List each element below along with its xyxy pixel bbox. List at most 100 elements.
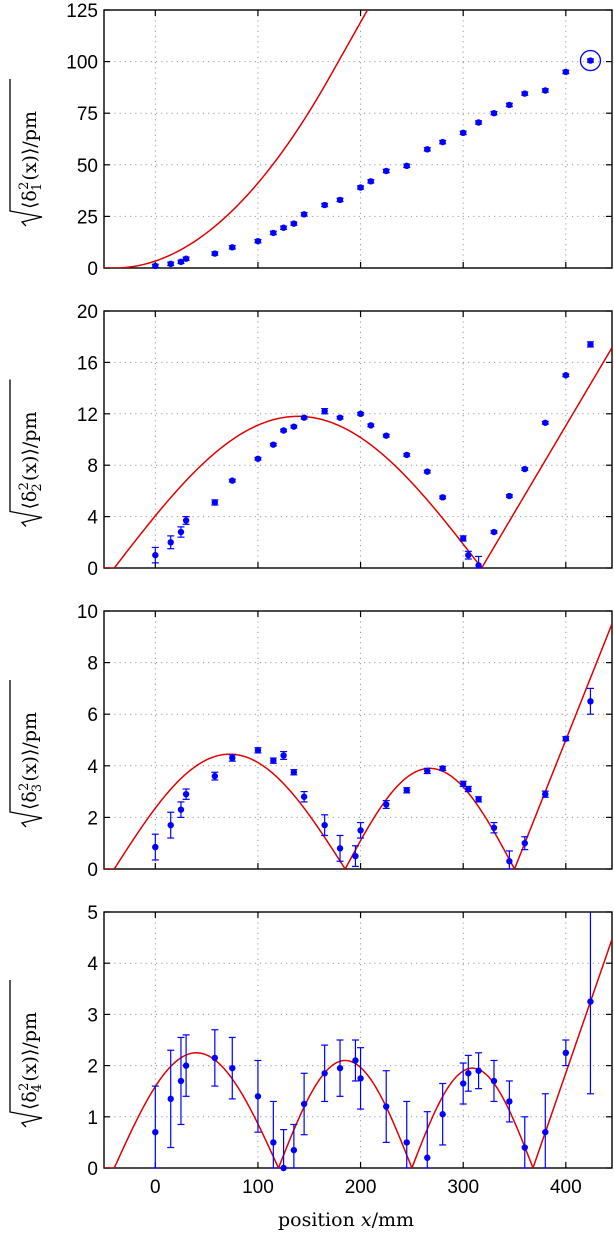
x-tick-label: 400 — [550, 1177, 582, 1198]
chart-panel-3: 0 2 4 6 8 10 ⟨δ32(x)⟩/pm — [9, 602, 613, 881]
x-tick-label: 200 — [345, 1177, 377, 1198]
y-tick-label: 0 — [87, 559, 98, 580]
data-point — [254, 455, 262, 462]
data-point — [506, 858, 513, 865]
data-point — [152, 262, 159, 270]
data-point — [367, 178, 375, 185]
data-point — [177, 528, 185, 536]
y-tick-label: 20 — [77, 302, 98, 323]
data-point — [383, 1103, 390, 1110]
data-point — [424, 146, 431, 153]
data-point — [336, 196, 344, 204]
data-point — [459, 780, 467, 788]
data-point — [367, 422, 375, 429]
data-point — [403, 1139, 410, 1146]
data-point — [300, 211, 308, 218]
data-point — [211, 772, 219, 780]
data-point — [182, 1062, 190, 1069]
plot-frame — [103, 911, 613, 1169]
data-point — [490, 528, 498, 536]
y-axis-label: ⟨δ12(x)⟩/pm — [9, 79, 45, 227]
data-point — [270, 441, 277, 448]
data-point — [280, 752, 287, 759]
data-point — [229, 244, 236, 251]
y-axis-label: ⟨δ42(x)⟩/pm — [9, 980, 45, 1128]
fit-curve — [104, 10, 369, 268]
data-point — [439, 138, 446, 146]
data-point — [587, 698, 594, 705]
data-point — [211, 1054, 219, 1062]
data-point — [167, 1095, 174, 1103]
y-tick-label: 1 — [87, 1108, 98, 1129]
chart-panel-4: 0 1 2 3 4 5 0 100 200 300 400 ⟨δ42(x)⟩/pm position x… — [9, 903, 613, 1231]
radical-sign — [9, 379, 43, 527]
data-point — [475, 119, 482, 126]
data-point — [383, 167, 390, 175]
x-axis-label: position x/mm — [278, 1209, 414, 1231]
y-axis-label: ⟨δ22(x)⟩/pm — [9, 379, 45, 527]
data-point — [357, 827, 364, 834]
data-point — [152, 551, 159, 559]
data-point — [562, 372, 570, 379]
data-point — [357, 184, 364, 191]
x-tick-label: 0 — [150, 1177, 161, 1198]
data-point — [475, 796, 482, 803]
y-tick-label: 6 — [87, 705, 98, 726]
y-tick-label: 100 — [66, 53, 98, 74]
data-point — [167, 539, 174, 546]
fit-curve — [104, 623, 612, 869]
radical-sign — [9, 680, 43, 828]
data-point — [424, 1154, 431, 1161]
y-tick-label: 5 — [87, 903, 98, 924]
y-tick-label: 4 — [87, 757, 98, 778]
data-point — [336, 1064, 344, 1072]
data-point — [490, 1077, 498, 1085]
data-point — [211, 499, 219, 506]
y-tick-label: 50 — [77, 156, 98, 177]
y-tick-label: 4 — [87, 508, 98, 529]
data-point — [506, 101, 513, 109]
data-point — [254, 1093, 262, 1100]
y-axis-label-text: ⟨δ32(x)⟩/pm — [17, 712, 45, 810]
y-tick-label: 25 — [77, 207, 98, 228]
data-point — [152, 843, 159, 851]
data-point — [182, 517, 190, 524]
data-point — [587, 341, 594, 348]
data-point — [439, 1111, 446, 1118]
data-point — [542, 1128, 549, 1136]
data-point — [152, 1128, 159, 1136]
y-tick-label: 16 — [77, 353, 98, 374]
data-point — [542, 790, 549, 798]
y-axis-label-text: ⟨δ42(x)⟩/pm — [17, 1012, 45, 1110]
data-point — [182, 255, 190, 262]
data-point — [562, 1049, 570, 1057]
data-point — [403, 162, 410, 170]
data-point — [229, 477, 236, 484]
data-point — [459, 535, 467, 542]
y-tick-label: 2 — [87, 1057, 98, 1078]
data-point — [300, 793, 308, 800]
data-point — [383, 801, 390, 808]
data-point — [506, 492, 513, 500]
radical-sign — [9, 980, 43, 1128]
data-point — [177, 1077, 185, 1085]
y-tick-label: 4 — [87, 954, 98, 975]
y-tick-label: 75 — [77, 104, 98, 125]
data-point — [490, 824, 498, 831]
y-axis-label: ⟨δ32(x)⟩/pm — [9, 680, 45, 828]
data-point — [542, 419, 549, 426]
data-point — [336, 845, 344, 852]
data-point — [177, 258, 185, 266]
data-point — [321, 1070, 328, 1077]
data-point — [383, 432, 390, 439]
fit-curve — [104, 347, 612, 568]
data-point — [280, 427, 287, 434]
plot-frame — [103, 9, 613, 269]
data-point — [280, 224, 287, 231]
data-point — [439, 494, 446, 501]
data-point — [211, 250, 219, 257]
data-point — [521, 465, 528, 473]
plot-frame — [103, 610, 613, 870]
chart-panel-2: 0 4 8 12 16 20 ⟨δ22(x)⟩/pm — [9, 302, 613, 580]
